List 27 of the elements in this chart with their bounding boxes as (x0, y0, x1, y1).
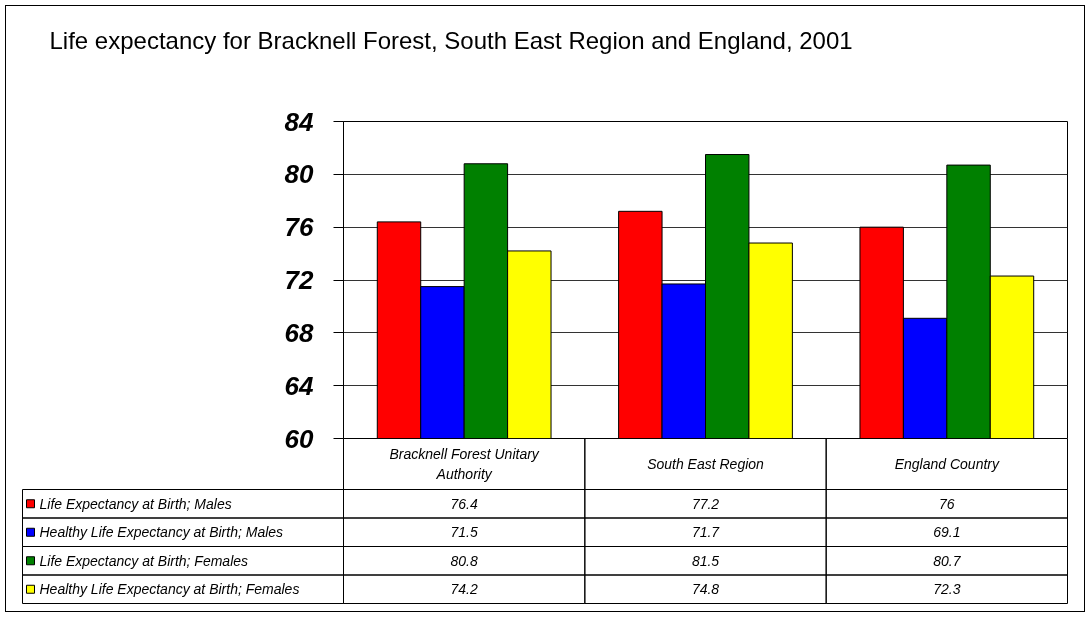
data-label: 76 (939, 495, 955, 512)
data-label: 69.1 (933, 524, 961, 541)
data-label: 74.8 (691, 581, 720, 598)
data-label: 71.7 (691, 524, 721, 541)
legend-label: Life Expectancy at Birth; Males (39, 495, 232, 512)
legend-label: Healthy Life Expectancy at Birth; Females (39, 581, 300, 598)
data-label: 72.3 (933, 581, 961, 598)
data-label: 76.4 (450, 495, 478, 512)
data-label: 80.8 (450, 552, 478, 569)
x-tick-label: South East Region (647, 456, 765, 472)
y-tick-label: 68 (284, 317, 315, 348)
y-tick-label: 84 (284, 106, 315, 137)
y-tick-label: 72 (284, 265, 315, 295)
legend-label: Life Expectancy at Birth; Females (39, 552, 249, 569)
data-label: 71.5 (450, 524, 478, 541)
y-tick-label: 80 (284, 159, 315, 190)
y-tick-label: 64 (284, 370, 315, 401)
data-label: 81.5 (691, 552, 720, 569)
data-label: 80.7 (933, 552, 962, 569)
chart-title: Life expectancy for Bracknell Forest, South East Region and England, 2001 (49, 26, 853, 54)
y-tick-label: 60 (284, 423, 315, 454)
x-tick-label: England Country (894, 456, 1000, 472)
x-tick-label: Bracknell Forest Unitary Authority (389, 446, 540, 482)
legend-label: Healthy Life Expectancy at Birth; Males (39, 524, 284, 541)
y-tick-label: 76 (284, 212, 315, 243)
data-label: 77.2 (691, 495, 720, 512)
data-label: 74.2 (450, 581, 478, 598)
